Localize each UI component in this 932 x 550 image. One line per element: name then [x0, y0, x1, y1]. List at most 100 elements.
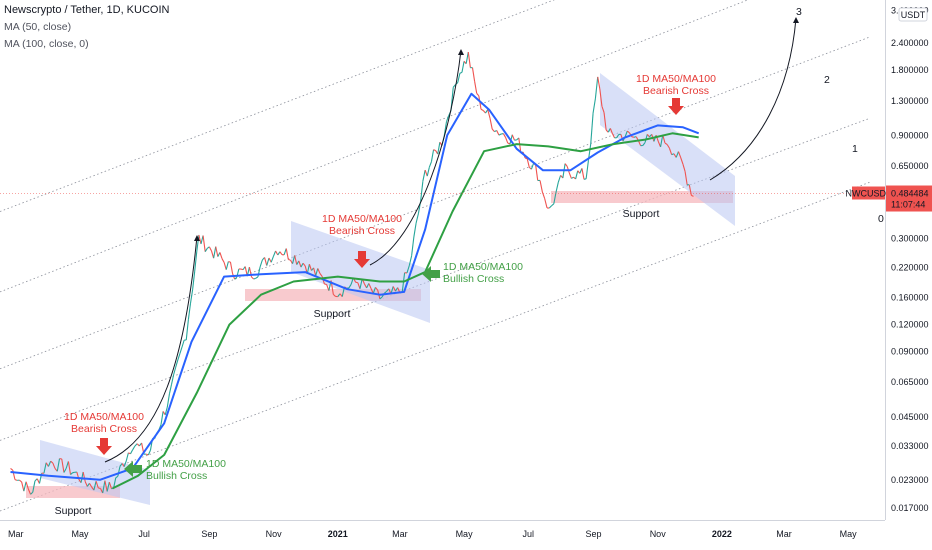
price-candle — [14, 479, 18, 481]
price-candle — [108, 482, 113, 490]
price-candle — [86, 483, 90, 487]
price-candle — [102, 480, 106, 494]
price-candle — [411, 236, 415, 256]
support-label: Support — [55, 505, 92, 517]
channel-label: 1 — [852, 143, 858, 155]
price-candle — [10, 468, 14, 471]
price-candle — [164, 406, 168, 415]
x-tick-label: May — [71, 529, 89, 539]
moving-averages — [10, 92, 700, 490]
price-candle — [300, 262, 304, 268]
price-candle — [117, 466, 121, 477]
x-tick-label: Mar — [392, 529, 408, 539]
channel-line — [0, 181, 871, 512]
price-candle — [173, 366, 177, 375]
price-candle — [646, 133, 650, 138]
ma50-legend[interactable]: MA (50, close) — [4, 21, 72, 33]
price-candle — [480, 108, 484, 111]
price-candle — [609, 128, 613, 134]
price-candle — [21, 481, 25, 492]
price-candle — [575, 170, 579, 180]
descending-channel — [40, 440, 150, 505]
price-candle — [424, 169, 428, 177]
bullish-arrow-icon — [124, 461, 142, 477]
price-candle — [19, 479, 22, 483]
price-candle — [217, 252, 221, 257]
price-candle — [270, 256, 274, 263]
price-candle — [590, 113, 594, 144]
ma100-line — [112, 132, 699, 490]
price-candle — [168, 384, 173, 395]
price-candle — [315, 268, 319, 276]
price-candle — [553, 191, 557, 204]
projection-arc — [709, 17, 797, 181]
projection-arrowhead — [793, 17, 799, 23]
channel-label: 0 — [878, 213, 884, 225]
bullish-cross-label: Bullish Cross — [443, 273, 504, 285]
price-candle — [113, 477, 117, 488]
ma100-legend[interactable]: MA (100, close, 0) — [4, 38, 89, 50]
y-tick-label: 1.800000 — [891, 65, 929, 75]
price-candle — [225, 261, 229, 270]
price-candle — [599, 88, 603, 107]
price-candle — [23, 481, 27, 492]
price-candle — [368, 283, 372, 289]
price-candle — [394, 287, 399, 292]
price-candle — [202, 235, 206, 252]
price-candle — [498, 133, 502, 136]
x-tick-label: Mar — [776, 529, 792, 539]
price-candle — [215, 246, 219, 257]
price-candle — [626, 130, 630, 134]
price-candle — [666, 144, 670, 149]
x-tick-label: Sep — [585, 529, 601, 539]
price-candle — [465, 52, 469, 64]
x-tick-label: May — [840, 529, 858, 539]
price-candle — [259, 259, 263, 267]
price-candle — [302, 262, 306, 267]
price-candle — [160, 411, 164, 425]
price-candle — [332, 293, 336, 297]
y-tick-label: 0.120000 — [891, 320, 929, 330]
price-candle — [489, 118, 493, 130]
price-candle — [511, 134, 515, 141]
price-candle — [264, 257, 268, 266]
x-tick-label: Jul — [138, 529, 150, 539]
price-candle — [476, 92, 480, 97]
price-candle — [551, 203, 555, 207]
price-candle — [319, 273, 323, 277]
price-candle — [106, 482, 110, 492]
x-tick-label: Nov — [266, 529, 283, 539]
price-candle — [413, 222, 417, 238]
price-candle — [420, 181, 424, 202]
price-candle — [581, 168, 585, 180]
bearish-cross-label: 1D MA50/MA100 — [322, 213, 402, 225]
price-candle — [557, 175, 562, 183]
price-candle — [568, 172, 572, 179]
price-candle — [179, 346, 183, 354]
y-tick-label: 0.045000 — [891, 412, 929, 422]
price-candle — [642, 142, 646, 146]
support-zone — [551, 191, 733, 203]
price-candle — [130, 449, 134, 455]
x-tick-label: May — [456, 529, 474, 539]
price-candle — [691, 194, 694, 197]
y-tick-label: 0.033000 — [891, 441, 929, 451]
price-candle — [664, 142, 668, 145]
price-candle — [166, 393, 170, 408]
bearish-arrow-icon — [354, 251, 370, 268]
price-candle — [177, 353, 181, 361]
price-candle — [594, 76, 599, 99]
price-candle — [181, 339, 185, 348]
price-candle — [337, 293, 341, 297]
price-candle — [132, 445, 136, 451]
price-candle — [128, 452, 131, 455]
price-candle — [675, 151, 679, 158]
price-candle — [592, 98, 596, 114]
price-candle — [285, 248, 289, 260]
currency-badge-text: USDT — [901, 10, 926, 20]
price-candle — [240, 268, 244, 271]
y-tick-label: 0.160000 — [891, 293, 929, 303]
bearish-cross-label: 1D MA50/MA100 — [636, 73, 716, 85]
price-candle — [406, 265, 410, 274]
